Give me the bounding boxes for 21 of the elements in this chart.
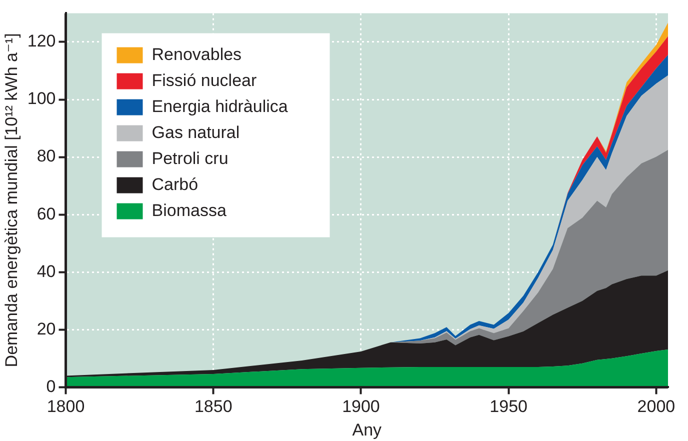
x-tick-label: 2000	[637, 397, 676, 416]
x-tick-label: 1900	[342, 397, 380, 416]
x-tick-label: 1800	[46, 397, 85, 416]
x-tick-label: 1950	[490, 397, 528, 416]
y-tick-label: 100	[27, 89, 56, 108]
legend-label: Biomassa	[152, 200, 227, 220]
y-tick-label: 80	[36, 146, 56, 166]
legend-label: Carbó	[152, 174, 198, 194]
legend-label: Renovables	[152, 44, 242, 64]
x-axis-title: Any	[352, 420, 382, 440]
legend-label: Petroli cru	[152, 148, 228, 168]
y-tick-label: 120	[27, 32, 56, 51]
y-tick-label: 0	[46, 376, 56, 396]
legend-label: Gas natural	[152, 122, 240, 142]
legend-label: Energia hidràulica	[152, 96, 288, 116]
legend-label: Fissió nuclear	[152, 70, 257, 90]
x-tick-label: 1850	[194, 397, 232, 416]
y-tick-label: 60	[36, 204, 56, 224]
y-tick-label: 40	[36, 262, 56, 281]
y-tick-label: 20	[36, 319, 56, 338]
y-axis-title: Demanda energètica mundial [10¹² kWh a⁻¹]	[2, 33, 21, 368]
